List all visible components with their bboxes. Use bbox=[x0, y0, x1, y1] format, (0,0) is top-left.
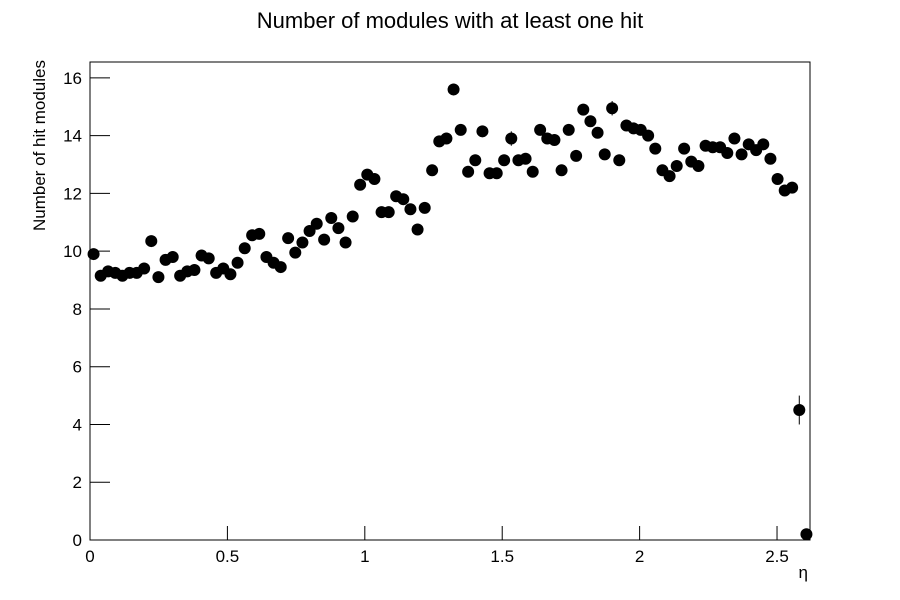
data-point bbox=[224, 268, 237, 281]
y-tick-label: 12 bbox=[63, 184, 82, 203]
x-axis-label: η bbox=[799, 563, 808, 582]
data-point bbox=[354, 178, 367, 191]
data-point bbox=[598, 148, 611, 161]
data-point bbox=[649, 142, 662, 155]
data-point bbox=[296, 236, 309, 249]
data-point bbox=[231, 256, 244, 269]
data-point bbox=[253, 227, 266, 240]
data-point bbox=[397, 193, 410, 206]
data-point bbox=[202, 252, 215, 265]
y-tick-label: 16 bbox=[63, 69, 82, 88]
y-axis-label: Number of hit modules bbox=[30, 60, 49, 231]
data-point bbox=[138, 262, 151, 275]
data-point bbox=[145, 235, 158, 248]
chart-title: Number of modules with at least one hit bbox=[257, 8, 643, 33]
data-point bbox=[591, 126, 604, 139]
data-point bbox=[800, 528, 813, 541]
data-point bbox=[555, 164, 568, 177]
data-point bbox=[87, 248, 100, 261]
data-point bbox=[454, 123, 467, 136]
data-point bbox=[534, 123, 547, 136]
data-point bbox=[786, 181, 799, 194]
data-point bbox=[606, 102, 619, 115]
data-point bbox=[418, 201, 431, 214]
data-point bbox=[735, 148, 748, 161]
data-point bbox=[663, 170, 676, 183]
data-point bbox=[282, 232, 295, 245]
data-point bbox=[793, 404, 806, 417]
data-point bbox=[490, 167, 503, 180]
plot-frame bbox=[89, 61, 811, 541]
y-tick-label: 2 bbox=[73, 473, 82, 492]
data-point bbox=[462, 165, 475, 178]
data-point bbox=[577, 103, 590, 116]
data-point bbox=[562, 123, 575, 136]
data-point bbox=[570, 149, 583, 162]
data-point bbox=[728, 132, 741, 145]
y-tick-label: 10 bbox=[63, 242, 82, 261]
data-point bbox=[642, 129, 655, 142]
data-point bbox=[318, 233, 331, 246]
data-point bbox=[764, 152, 777, 165]
data-point bbox=[469, 154, 482, 167]
data-point bbox=[526, 165, 539, 178]
y-tick-label: 14 bbox=[63, 127, 82, 146]
data-point bbox=[440, 132, 453, 145]
data-point bbox=[289, 246, 302, 259]
data-point bbox=[346, 210, 359, 223]
x-tick-label: 0.5 bbox=[216, 547, 240, 566]
data-point bbox=[368, 172, 381, 185]
data-point bbox=[692, 159, 705, 172]
data-point bbox=[771, 172, 784, 185]
data-point bbox=[310, 217, 323, 230]
data-point bbox=[188, 263, 201, 276]
data-point bbox=[505, 132, 518, 145]
x-tick-label: 0 bbox=[85, 547, 94, 566]
data-point bbox=[339, 236, 352, 249]
y-tick-label: 4 bbox=[73, 415, 82, 434]
y-tick-label: 0 bbox=[73, 531, 82, 550]
data-point bbox=[757, 138, 770, 151]
data-point bbox=[382, 206, 395, 219]
x-tick-label: 2 bbox=[635, 547, 644, 566]
data-point bbox=[548, 133, 561, 146]
data-point bbox=[584, 115, 597, 128]
data-point bbox=[152, 271, 165, 284]
y-tick-label: 8 bbox=[73, 300, 82, 319]
data-point bbox=[238, 242, 251, 255]
data-point bbox=[476, 125, 489, 138]
data-point bbox=[411, 223, 424, 236]
data-point bbox=[166, 250, 179, 263]
y-tick-label: 6 bbox=[73, 358, 82, 377]
data-point bbox=[613, 154, 626, 167]
data-point bbox=[498, 154, 511, 167]
x-tick-label: 2.5 bbox=[765, 547, 789, 566]
x-tick-label: 1 bbox=[360, 547, 369, 566]
data-point bbox=[721, 146, 734, 159]
data-point bbox=[274, 261, 287, 274]
data-point bbox=[332, 222, 345, 235]
data-point bbox=[678, 142, 691, 155]
data-point bbox=[404, 203, 417, 216]
data-point bbox=[325, 211, 338, 224]
x-tick-label: 1.5 bbox=[490, 547, 514, 566]
data-point bbox=[426, 164, 439, 177]
data-point bbox=[670, 159, 683, 172]
data-point bbox=[519, 152, 532, 165]
data-point bbox=[447, 83, 460, 96]
